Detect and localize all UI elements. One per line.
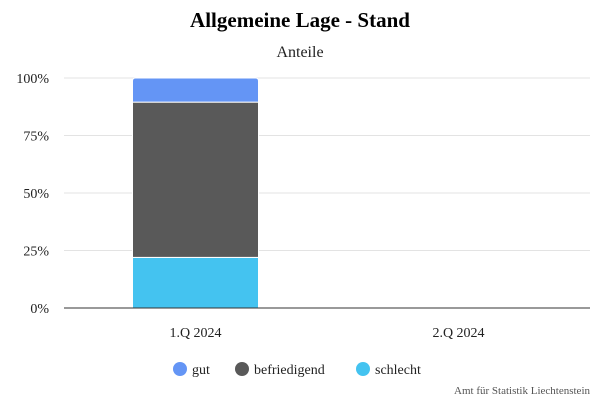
x-tick-label: 2.Q 2024 xyxy=(432,326,484,341)
y-tick-label: 0% xyxy=(30,302,49,317)
x-axis-ticks: 1.Q 2024 2.Q 2024 xyxy=(169,326,484,341)
legend-item-gut[interactable]: gut xyxy=(173,362,210,378)
bar-befriedigend[interactable] xyxy=(132,101,259,258)
y-tick-label: 25% xyxy=(23,245,49,260)
chart-credit[interactable]: Amt für Statistik Liechtenstein xyxy=(454,385,590,397)
legend-label: gut xyxy=(192,363,210,378)
legend-item-schlecht[interactable]: schlecht xyxy=(356,362,421,378)
bar-gut[interactable] xyxy=(132,77,259,103)
y-tick-label: 100% xyxy=(16,72,49,87)
chart-subtitle: Anteile xyxy=(276,44,323,61)
y-tick-label: 75% xyxy=(23,130,49,145)
legend-marker xyxy=(173,362,187,376)
x-tick-label: 1.Q 2024 xyxy=(169,326,221,341)
bars xyxy=(132,77,259,309)
y-axis-ticks: 0% 25% 50% 75% 100% xyxy=(16,72,49,317)
chart-title: Allgemeine Lage - Stand xyxy=(190,8,410,32)
legend-item-befriedigend[interactable]: befriedigend xyxy=(235,362,325,378)
legend-marker xyxy=(356,362,370,376)
legend-marker xyxy=(235,362,249,376)
legend: gut befriedigend schlecht xyxy=(173,362,421,378)
legend-label: schlecht xyxy=(375,363,421,378)
legend-label: befriedigend xyxy=(254,363,325,378)
y-tick-label: 50% xyxy=(23,187,49,202)
bar-schlecht[interactable] xyxy=(132,256,259,309)
